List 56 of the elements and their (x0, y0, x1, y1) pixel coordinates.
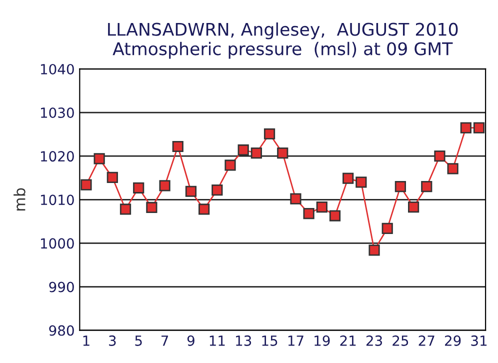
y-tick-label: 1040 (40, 64, 74, 74)
y-tick-label: 1010 (40, 194, 74, 206)
point (172, 140, 184, 152)
x-tick-label: 19 (314, 335, 330, 346)
chart-title: LLANSADWRN, Anglesey, AUGUST 2010 Atmospheric pressure (msl) at 09 GMT (108, 22, 458, 59)
x-tick-label: 25 (392, 335, 408, 346)
point (356, 176, 367, 188)
point (342, 172, 354, 184)
x-tick-label: 23 (366, 335, 382, 346)
point (277, 147, 288, 159)
point (473, 122, 485, 134)
x-tick-label: 31 (471, 335, 487, 346)
point (316, 202, 328, 213)
point (290, 193, 302, 204)
x-tick-label: 13 (236, 335, 252, 346)
point (238, 144, 249, 156)
point (394, 181, 406, 192)
x-tick-label: 29 (445, 335, 461, 346)
point (212, 184, 223, 196)
point (120, 204, 132, 215)
x-tick-label: 9 (187, 335, 194, 346)
x-tick-label: 3 (109, 335, 116, 346)
point (80, 179, 92, 190)
x-tick-label: 21 (340, 335, 356, 346)
point (303, 208, 314, 220)
y-tick-label: 1020 (40, 151, 74, 162)
point (382, 222, 393, 234)
point (133, 182, 144, 194)
point (408, 202, 420, 213)
x-tick-label: 15 (262, 336, 278, 346)
y-axis-title: mb (14, 188, 26, 211)
point (368, 244, 380, 256)
point (329, 210, 341, 222)
x-tick-label: 27 (418, 335, 434, 346)
x-tick-label: 17 (288, 336, 304, 346)
y-tick-label: 990 (49, 282, 74, 292)
x-tick-label: 5 (135, 336, 142, 346)
point (185, 186, 197, 197)
point (146, 202, 158, 214)
point (250, 147, 262, 159)
x-tick-label: 11 (210, 336, 225, 346)
point (434, 150, 446, 162)
point (198, 204, 210, 215)
point (224, 160, 236, 171)
point (264, 128, 276, 140)
y-tick-label: 1000 (40, 238, 74, 249)
point (159, 180, 170, 192)
y-tick-label: 980 (49, 325, 74, 336)
y-tick-label: 1030 (40, 108, 74, 118)
point (106, 172, 118, 183)
point (94, 153, 105, 164)
x-tick-label: 7 (162, 336, 168, 346)
point (421, 181, 432, 192)
point (460, 122, 472, 134)
x-tick-label: 1 (83, 336, 90, 346)
point (447, 163, 458, 174)
